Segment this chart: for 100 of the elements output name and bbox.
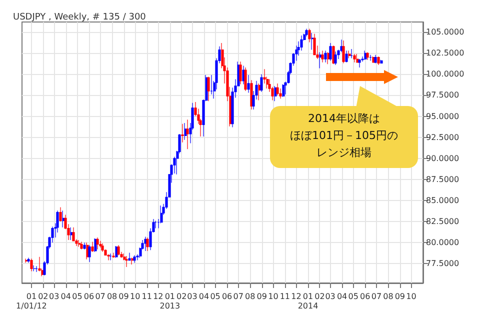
candlestick [380, 60, 383, 64]
candlestick [83, 242, 86, 250]
candlestick [374, 54, 377, 64]
y-tick-label: 92.5000 [426, 132, 460, 142]
candlestick [369, 54, 372, 62]
candlestick [358, 58, 361, 68]
x-tick-label: 04 [198, 292, 210, 301]
y-tick-label: 90.0000 [426, 154, 460, 163]
candlestick [329, 42, 332, 62]
x-tick-label: 05 [72, 292, 82, 301]
candlestick [128, 252, 131, 261]
candlestick [96, 237, 99, 250]
candlestick [276, 83, 279, 96]
candlestick [101, 243, 104, 252]
x-tick-label: 10 [268, 292, 278, 301]
candlestick [184, 122, 187, 140]
candlestick [274, 86, 277, 102]
candlestick [342, 40, 345, 64]
x-tick-label: 06 [84, 292, 94, 301]
candlestick [154, 220, 157, 229]
candlestick [125, 256, 128, 268]
y-tick-label: 85.0000 [426, 196, 460, 205]
candlestick [311, 32, 314, 50]
x-tick-label: 02 [38, 292, 48, 301]
candlestick [260, 74, 263, 92]
x-tick-label: 01 [26, 292, 37, 301]
annotation: 2014年以降は [307, 111, 381, 127]
x-tick-label: 08 [383, 292, 394, 301]
x-tick-label: 01 [302, 292, 314, 301]
candlestick [353, 54, 356, 63]
x-tick-label: 03 [187, 292, 198, 301]
y-tick-label: 102.5000 [426, 48, 464, 58]
candlestick [186, 119, 189, 150]
y-tick-label: 97.5000 [426, 90, 460, 100]
x-tick-label: 09 [394, 292, 406, 301]
y-tick-label: 82.5000 [426, 217, 460, 226]
candlestick [242, 65, 245, 85]
candlestick [35, 266, 38, 272]
x-tick-label: 03 [49, 292, 60, 301]
candlestick [345, 50, 348, 63]
candlestick [313, 33, 316, 56]
x-tick-label: 04 [60, 292, 71, 301]
candlestick [86, 242, 89, 260]
x-tick-label: 08 [245, 292, 256, 301]
x-tick-label: 07 [371, 292, 382, 301]
candlestick [91, 241, 94, 252]
candlestick [250, 80, 253, 110]
candlestick [80, 241, 83, 250]
x-tick-label: 02 [176, 292, 187, 301]
y-tick-label: 77.5000 [426, 259, 460, 268]
candlestick [377, 56, 380, 66]
y-tick-label: 100.0000 [426, 70, 464, 79]
candlestick [94, 238, 97, 252]
candlestick [350, 48, 353, 59]
x-tick-label: 10 [130, 292, 140, 301]
candlestick [210, 74, 213, 95]
x-tick-label: 09 [256, 292, 267, 301]
candlestick [319, 52, 322, 69]
candlestick [207, 76, 210, 102]
x-tick-label: 10 [406, 292, 416, 301]
text: 2013 [160, 302, 180, 310]
text: 2014 [298, 302, 318, 310]
x-tick-label: 03 [325, 292, 336, 301]
x-tick-label: 06 [360, 292, 370, 301]
candlestick [99, 240, 102, 248]
x-tick-label: 12 [153, 292, 164, 301]
x-tick-label: 07 [95, 292, 106, 301]
candlestick [33, 265, 36, 272]
candlestick [146, 237, 149, 252]
candlestick [356, 54, 359, 63]
candlestick [364, 50, 367, 60]
y-tick-label: 80.0000 [426, 238, 460, 248]
candlestick [247, 74, 250, 94]
candlestick [334, 51, 337, 66]
candlestick [244, 67, 247, 92]
x-tick-label: 01 [164, 292, 176, 301]
x-tick-label: 06 [222, 292, 232, 301]
candlestick [70, 227, 73, 240]
candlestick [27, 257, 30, 264]
candlestick [133, 254, 136, 264]
x-tick-label: 08 [106, 292, 118, 301]
text: 1/01/12 [16, 302, 47, 310]
candlestick [62, 210, 65, 228]
y-tick-label: 95.0000 [426, 112, 460, 121]
x-tick-label: 11 [280, 292, 290, 301]
candlestick [332, 45, 335, 64]
chart-title: USDJPY , Weekly, # 135 / 300 [13, 12, 146, 22]
candlestick [348, 50, 351, 59]
candlestick [258, 83, 261, 101]
candlestick [181, 124, 184, 143]
x-tick-label: 05 [210, 292, 220, 301]
y-tick-label: 87.5000 [426, 174, 460, 184]
candlestick [131, 257, 134, 265]
x-tick-label: 05 [348, 292, 358, 301]
candlestick [144, 236, 147, 252]
candlestick [321, 50, 324, 63]
annotation: レンジ相場 [316, 145, 372, 161]
candlestick [282, 84, 285, 98]
candlestick [30, 258, 33, 272]
candlestick [109, 253, 112, 261]
